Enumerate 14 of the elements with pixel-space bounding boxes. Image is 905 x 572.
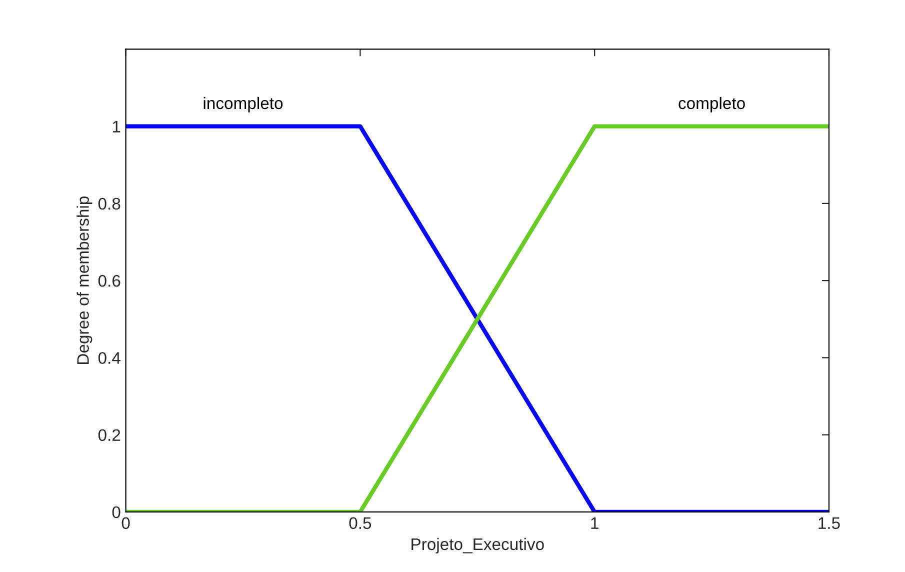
- y-tick-label: 1: [112, 120, 120, 132]
- y-tick-label: 0.6: [98, 274, 120, 287]
- x-tick-label: 1: [591, 517, 598, 529]
- x-tick-label: 0: [122, 517, 130, 530]
- y-tick-label: 0: [112, 506, 120, 518]
- series-label: incompleto: [204, 96, 283, 112]
- y-tick-label: 0.4: [98, 352, 120, 364]
- x-tick-label: 0.5: [349, 517, 372, 530]
- y-axis-title: Degree of membership: [76, 196, 92, 364]
- series-label: completo: [678, 96, 745, 112]
- x-tick-label: 1.5: [818, 517, 840, 530]
- x-axis-title: Projeto_Executivo: [412, 538, 544, 554]
- y-tick-label: 0.8: [98, 198, 120, 210]
- y-tick-label: 0.2: [98, 429, 120, 442]
